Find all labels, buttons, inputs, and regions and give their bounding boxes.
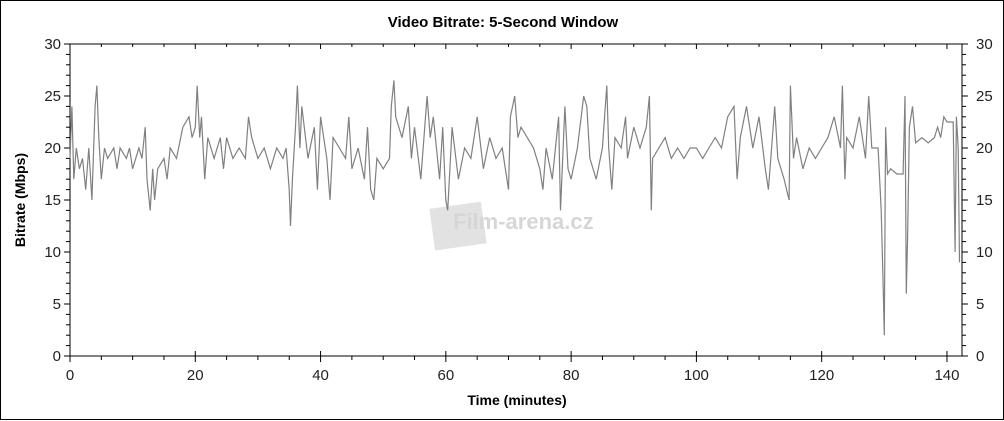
x-axis-title: Time (minutes) (467, 392, 566, 408)
x-tick-label: 20 (187, 367, 204, 384)
watermark-text: Film-arena.cz (453, 209, 594, 234)
y-tick-label-right: 30 (976, 36, 993, 53)
watermark-logo: Film-arena.cz (429, 201, 594, 251)
x-tick-label: 140 (934, 367, 959, 384)
chart-title: Video Bitrate: 5-Second Window (388, 14, 619, 31)
series-line (69, 80, 961, 336)
y-tick-label: 25 (44, 88, 61, 105)
y-tick-label-right: 10 (976, 244, 993, 261)
x-tick-label: 120 (809, 367, 834, 384)
y-tick-label: 15 (44, 192, 61, 209)
x-tick-label: 0 (66, 367, 74, 384)
x-tick-label: 60 (437, 367, 454, 384)
x-tick-label: 100 (684, 367, 709, 384)
y-tick-label: 0 (53, 348, 61, 365)
y-tick-label-right: 20 (976, 140, 993, 157)
y-tick-label-right: 25 (976, 88, 993, 105)
y-tick-label: 30 (44, 36, 61, 53)
watermark-film-icon (429, 201, 487, 251)
y-tick-label-right: 0 (976, 348, 984, 365)
y-tick-label: 5 (53, 296, 61, 313)
x-tick-label: 80 (563, 367, 580, 384)
y-tick-label-right: 5 (976, 296, 984, 313)
x-tick-label: 40 (312, 367, 329, 384)
y-tick-label-right: 15 (976, 192, 993, 209)
y-tick-label: 20 (44, 140, 61, 157)
y-axis-title: Bitrate (Mbps) (12, 153, 28, 247)
y-tick-label: 10 (44, 244, 61, 261)
